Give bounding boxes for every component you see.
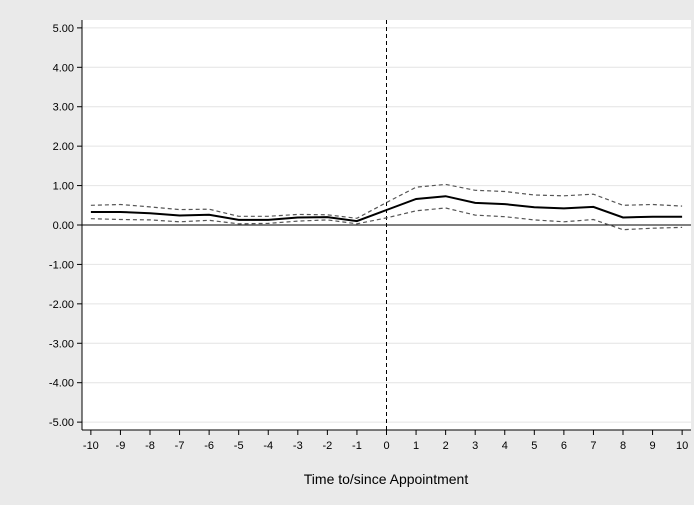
tick-labels: 5.00 4.00 3.00 2.00 1.00 0.00 -1.00 -2.00 -3.00 -… — [49, 23, 688, 452]
series-line-lower-ci — [90, 207, 683, 231]
x-tick-label: 7 — [590, 440, 596, 452]
y-tick-label: -5.00 — [49, 417, 74, 429]
x-tick-label: -8 — [145, 440, 155, 452]
x-tick-label: -2 — [322, 440, 332, 452]
x-tick-label: 6 — [561, 440, 567, 452]
y-tick-label: -4.00 — [49, 378, 74, 390]
y-tick-label: -1.00 — [49, 259, 74, 271]
y-tick-label: -2.00 — [49, 299, 74, 311]
x-tick-label: 3 — [472, 440, 478, 452]
series-line-upper-ci — [90, 183, 683, 219]
x-tick-label: 10 — [676, 440, 688, 452]
axes — [77, 20, 691, 435]
x-tick-label: 8 — [620, 440, 626, 452]
x-tick-label: -5 — [234, 440, 244, 452]
x-tick-label: 5 — [531, 440, 537, 452]
x-tick-label: 4 — [502, 440, 508, 452]
y-tick-label: 3.00 — [53, 102, 74, 114]
x-axis-title: Time to/since Appointment — [304, 471, 469, 487]
x-tick-label: -1 — [352, 440, 362, 452]
series-lines — [90, 183, 683, 231]
reference-lines — [82, 20, 691, 430]
x-tick-label: -3 — [293, 440, 303, 452]
y-tick-label: 5.00 — [53, 23, 74, 35]
x-tick-label: 0 — [383, 440, 389, 452]
x-tick-label: -10 — [83, 440, 99, 452]
x-tick-label: -4 — [263, 440, 273, 452]
x-tick-label: 9 — [650, 440, 656, 452]
x-tick-label: -7 — [175, 440, 185, 452]
y-tick-label: 1.00 — [53, 181, 74, 193]
y-tick-label: 4.00 — [53, 62, 74, 74]
x-tick-label: 1 — [413, 440, 419, 452]
x-tick-label: -6 — [204, 440, 214, 452]
x-tick-label: 2 — [443, 440, 449, 452]
y-tick-label: 2.00 — [53, 141, 74, 153]
y-tick-label: -3.00 — [49, 338, 74, 350]
x-tick-label: -9 — [116, 440, 126, 452]
y-tick-label: 0.00 — [53, 220, 74, 232]
series-line-estimate — [90, 195, 683, 223]
